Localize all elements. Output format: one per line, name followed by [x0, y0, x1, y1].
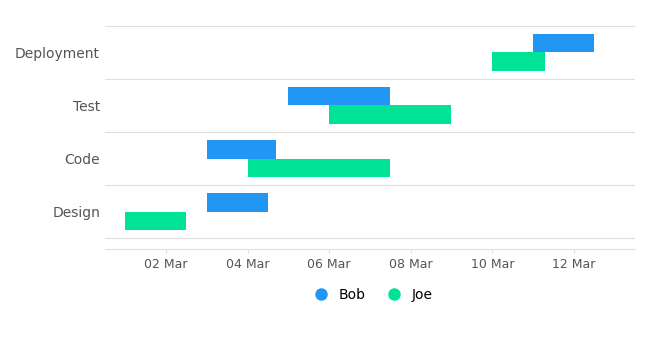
- Bar: [207, 140, 276, 159]
- Bar: [289, 87, 390, 105]
- Bar: [125, 212, 187, 230]
- Bar: [248, 159, 390, 177]
- Bar: [207, 193, 268, 212]
- Bar: [329, 105, 452, 124]
- Bar: [533, 34, 594, 52]
- Bar: [492, 52, 545, 71]
- Legend: Bob, Joe: Bob, Joe: [302, 282, 438, 308]
